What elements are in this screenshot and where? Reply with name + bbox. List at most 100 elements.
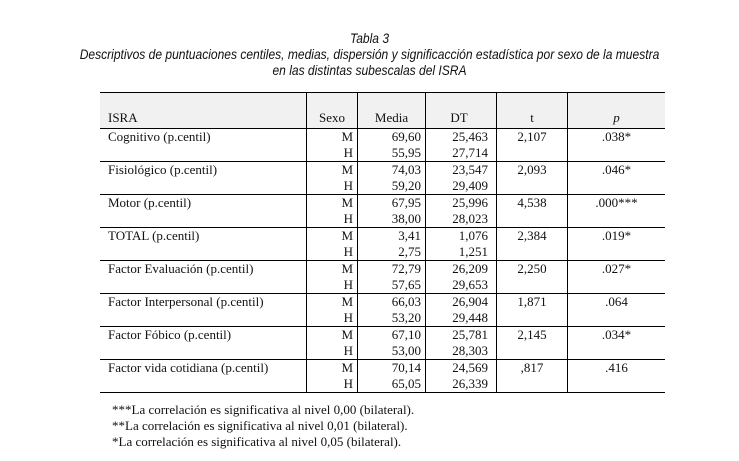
media-cell: 66,03 <box>357 293 426 310</box>
sexo-cell: M <box>306 260 358 277</box>
sexo-cell: M <box>306 293 358 310</box>
table-row: Factor Interpersonal (p.centil) M 66,03 26,… <box>100 293 665 310</box>
sexo-cell: M <box>306 161 358 178</box>
p-cell: .034* <box>567 326 665 343</box>
media-cell: 74,03 <box>357 161 426 178</box>
subscale-label: Fisiológico (p.centil) <box>100 161 307 178</box>
sexo-cell: M <box>306 227 358 244</box>
sexo-cell: H <box>306 277 358 294</box>
p-cell <box>567 145 665 162</box>
p-cell <box>567 343 665 360</box>
table-caption: Tabla 3 Descriptivos de puntuaciones cen… <box>52 30 688 78</box>
dt-cell: 25,781 <box>425 326 497 343</box>
dt-cell: 25,463 <box>425 128 497 145</box>
sexo-cell: H <box>306 343 358 360</box>
header-p: p <box>567 92 665 129</box>
header-isra: ISRA <box>100 92 307 129</box>
t-cell <box>496 244 568 261</box>
subscale-label <box>100 145 307 162</box>
table-row: Factor Evaluación (p.centil) M 72,79 26,209… <box>100 260 665 277</box>
footnote-2: **La correlación es significativa al niv… <box>112 418 408 433</box>
t-cell <box>496 145 568 162</box>
table-title-line-2: en las distintas subescalas del ISRA <box>272 62 467 78</box>
header-sexo: Sexo <box>306 92 358 129</box>
media-cell: 2,75 <box>357 244 426 261</box>
table-row: Factor vida cotidiana (p.centil) M 70,14 24… <box>100 359 665 376</box>
sexo-cell: H <box>306 244 358 261</box>
t-cell: 4,538 <box>496 194 568 211</box>
header-media: Media <box>357 92 426 129</box>
t-cell: ,817 <box>496 359 568 376</box>
table-row: Motor (p.centil) M 67,95 25,996 4,538.000*** <box>100 194 665 211</box>
media-cell: 3,41 <box>357 227 426 244</box>
dt-cell: 24,569 <box>425 359 497 376</box>
subscale-label: Factor Evaluación (p.centil) <box>100 260 307 277</box>
sexo-cell: H <box>306 178 358 195</box>
dt-cell: 29,448 <box>425 310 497 327</box>
subscale-label: Factor vida cotidiana (p.centil) <box>100 359 307 376</box>
t-cell: 2,107 <box>496 128 568 145</box>
dt-cell: 23,547 <box>425 161 497 178</box>
sexo-cell: M <box>306 128 358 145</box>
t-cell <box>496 343 568 360</box>
media-cell: 67,95 <box>357 194 426 211</box>
p-cell: .064 <box>567 293 665 310</box>
subscale-label: TOTAL (p.centil) <box>100 227 307 244</box>
table-row: Factor Fóbico (p.centil) M 67,10 25,781 2,14… <box>100 326 665 343</box>
media-cell: 53,00 <box>357 343 426 360</box>
table-row: TOTAL (p.centil) M 3,41 1,076 2,384.019* <box>100 227 665 244</box>
table-title-line-1: Descriptivos de puntuaciones centiles, m… <box>79 46 660 62</box>
dt-cell: 1,251 <box>425 244 497 261</box>
p-cell: .046* <box>567 161 665 178</box>
header-dt: DT <box>425 92 497 129</box>
media-cell: 67,10 <box>357 326 426 343</box>
p-cell: .000*** <box>567 194 665 211</box>
subscale-label: Cognitivo (p.centil) <box>100 128 307 145</box>
t-cell <box>496 211 568 228</box>
p-cell <box>567 178 665 195</box>
table-row: H 57,65 29,653 <box>100 277 665 294</box>
dt-cell: 28,023 <box>425 211 497 228</box>
table-row: H 2,75 1,251 <box>100 244 665 261</box>
media-cell: 38,00 <box>357 211 426 228</box>
t-cell <box>496 178 568 195</box>
subscale-label <box>100 376 307 393</box>
t-cell: 2,145 <box>496 326 568 343</box>
sexo-cell: H <box>306 211 358 228</box>
subscale-label <box>100 343 307 360</box>
subscale-label: Motor (p.centil) <box>100 194 307 211</box>
media-cell: 65,05 <box>357 376 426 393</box>
subscale-label: Factor Interpersonal (p.centil) <box>100 293 307 310</box>
t-cell <box>496 376 568 393</box>
sexo-cell: M <box>306 326 358 343</box>
header-row: ISRA Sexo Media DT t p <box>100 92 665 129</box>
footnote-1: ***La correlación es significativa al ni… <box>112 402 415 417</box>
t-cell: 2,384 <box>496 227 568 244</box>
subscale-label <box>100 244 307 261</box>
media-cell: 57,65 <box>357 277 426 294</box>
dt-cell: 1,076 <box>425 227 497 244</box>
table-row: H 59,20 29,409 <box>100 178 665 195</box>
dt-cell: 26,339 <box>425 376 497 393</box>
table-row: H 55,95 27,714 <box>100 145 665 162</box>
table-row: Cognitivo (p.centil) M 69,60 25,463 2,107.03… <box>100 128 665 145</box>
p-cell: .038* <box>567 128 665 145</box>
t-cell: 2,093 <box>496 161 568 178</box>
media-cell: 69,60 <box>357 128 426 145</box>
sexo-cell: H <box>306 310 358 327</box>
dt-cell: 25,996 <box>425 194 497 211</box>
p-cell: .416 <box>567 359 665 376</box>
sexo-cell: H <box>306 376 358 393</box>
dt-cell: 26,209 <box>425 260 497 277</box>
sexo-cell: H <box>306 145 358 162</box>
subscale-label <box>100 178 307 195</box>
footnote-3: *La correlación es significativa al nive… <box>112 434 402 449</box>
subscale-label <box>100 310 307 327</box>
dt-cell: 29,409 <box>425 178 497 195</box>
table-row: H 38,00 28,023 <box>100 211 665 228</box>
p-cell <box>567 244 665 261</box>
dt-cell: 26,904 <box>425 293 497 310</box>
header-t: t <box>496 92 568 129</box>
p-cell <box>567 376 665 393</box>
p-cell: .027* <box>567 260 665 277</box>
